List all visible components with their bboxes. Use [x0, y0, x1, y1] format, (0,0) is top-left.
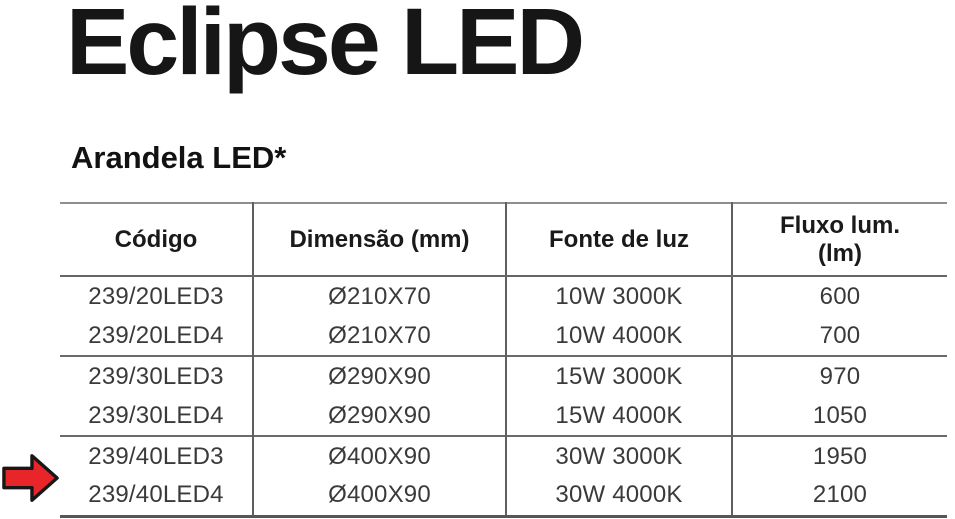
- cell-codigo: 239/20LED3: [88, 282, 224, 310]
- column-header-fonte-de-luz: Fonte de luz: [505, 203, 732, 277]
- cell-fluxo-lum: 970: [731, 355, 947, 396]
- cell-fonte-de-luz: 15W 4000K: [505, 396, 732, 436]
- table-row-highlighted: 239/40LED4 Ø400X90 30W 4000K 2100: [60, 476, 947, 516]
- cell-codigo: 239/30LED4: [88, 401, 224, 429]
- cell-dimensao: Ø400X90: [252, 476, 506, 516]
- cell-fluxo-lum: 600: [731, 276, 947, 316]
- red-right-arrow-icon: [2, 452, 60, 504]
- cell-codigo: 239/30LED3: [60, 355, 253, 396]
- table-row-highlighted: 239/40LED3 Ø400X90 30W 3000K 1950: [60, 435, 947, 476]
- cell-dimensao: Ø210X70: [252, 276, 506, 316]
- cell-fonte-de-luz: 30W 3000K: [505, 435, 732, 476]
- cell-dimensao: Ø400X90: [252, 435, 506, 476]
- cell-fonte-de-luz: 10W 4000K: [505, 316, 732, 356]
- cell-codigo: 239/40LED4: [88, 481, 224, 509]
- table-row: 239/30LED3 Ø290X90 15W 3000K 970: [60, 355, 947, 396]
- cell-dimensao: Ø210X70: [252, 316, 506, 356]
- cell-fonte-de-luz: 15W 3000K: [505, 355, 732, 396]
- cell-fluxo-lum: 1950: [731, 435, 947, 476]
- section-subtitle: Arandela LED*: [71, 140, 287, 175]
- column-header-dimensao: Dimensão (mm): [252, 203, 506, 277]
- spec-table: Código Dimensão (mm) Fonte de luz Fluxo …: [60, 202, 947, 518]
- cell-codigo: 239/40LED3: [60, 435, 253, 476]
- cell-fonte-de-luz: 10W 3000K: [505, 276, 732, 316]
- table-row: 239/30LED4 Ø290X90 15W 4000K 1050: [60, 396, 947, 436]
- cell-dimensao: Ø290X90: [252, 396, 506, 436]
- cell-codigo: 239/20LED4: [88, 321, 224, 349]
- cell-fluxo-lum: 1050: [731, 396, 947, 436]
- table-header-row: Código Dimensão (mm) Fonte de luz Fluxo …: [60, 203, 947, 277]
- table-row: 239/20LED4 Ø210X70 10W 4000K 700: [60, 316, 947, 356]
- table-row: 239/20LED3 Ø210X70 10W 3000K 600: [60, 276, 947, 316]
- page-title: Eclipse LED: [66, 0, 585, 95]
- red-right-arrow-shape: [2, 454, 59, 502]
- column-header-fluxo-lum: Fluxo lum. (lm): [731, 203, 947, 277]
- cell-fluxo-lum: 700: [731, 316, 947, 356]
- cell-dimensao: Ø290X90: [252, 355, 506, 396]
- cell-fonte-de-luz: 30W 4000K: [505, 476, 732, 516]
- column-header-codigo: Código: [60, 203, 253, 277]
- cell-fluxo-lum: 2100: [731, 476, 947, 516]
